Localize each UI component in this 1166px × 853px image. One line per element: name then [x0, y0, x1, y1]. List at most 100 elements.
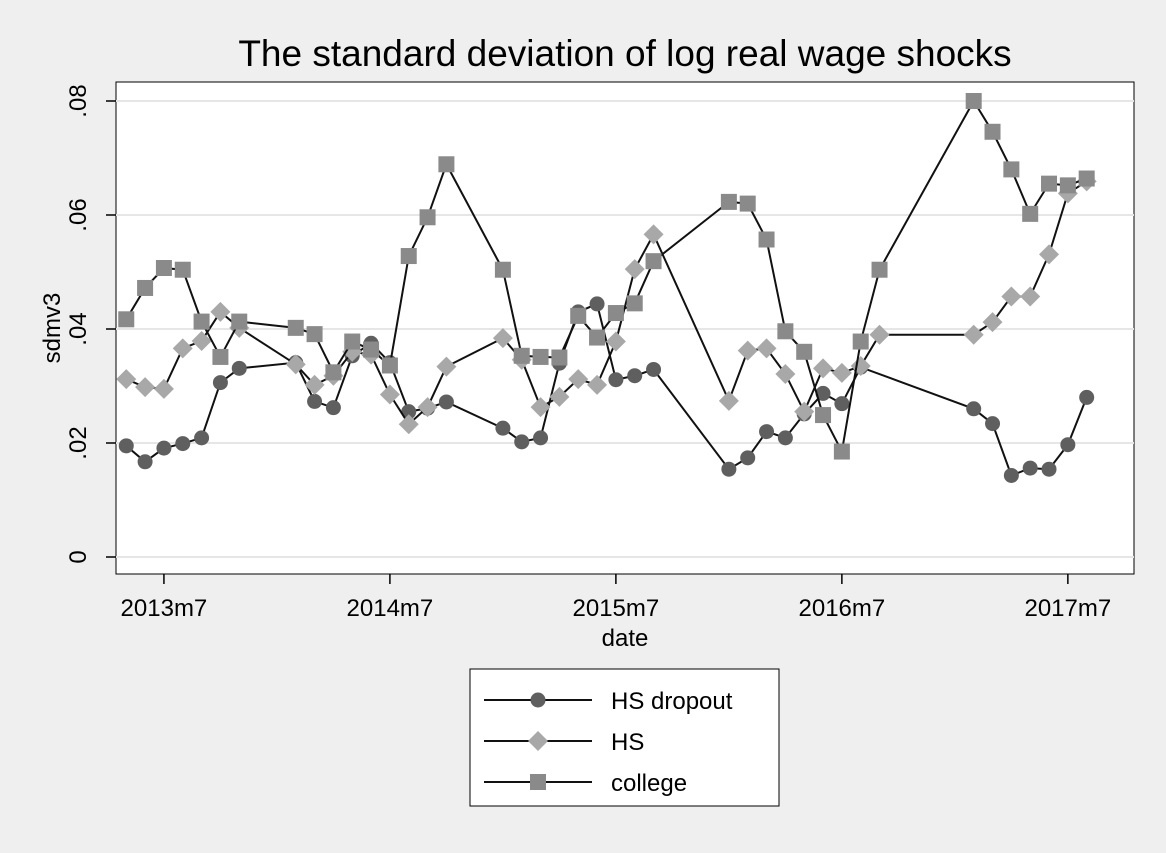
y-tick-label: .06: [65, 198, 92, 231]
data-point: [513, 347, 530, 364]
data-point: [645, 253, 662, 270]
data-point: [984, 123, 1001, 140]
x-tick-label: 2015m7: [573, 595, 660, 622]
data-point: [304, 374, 325, 395]
legend-box: [469, 668, 780, 807]
data-point: [965, 93, 982, 109]
data-point: [231, 360, 247, 376]
series-college: [118, 93, 1095, 460]
legend: HS dropout HS college: [469, 668, 780, 807]
legend-item-hs: HS: [484, 729, 644, 756]
data-point: [608, 372, 624, 388]
data-point: [1078, 170, 1095, 187]
data-point: [1060, 437, 1076, 453]
data-point: [1001, 286, 1022, 307]
data-point: [759, 424, 775, 440]
data-point: [813, 358, 834, 379]
y-tick-label: .02: [65, 426, 92, 459]
x-tick-label: 2014m7: [347, 595, 434, 622]
gridlines: [116, 100, 1134, 558]
data-point: [852, 333, 869, 350]
data-point: [155, 260, 172, 277]
data-point: [438, 156, 455, 173]
data-point: [118, 438, 134, 454]
data-point: [982, 312, 1003, 333]
y-axis-title: sdmv3: [39, 293, 66, 364]
data-point: [646, 361, 662, 377]
legend-marker: [528, 731, 548, 751]
data-point: [325, 400, 341, 416]
data-point: [737, 340, 758, 361]
x-axis-title: date: [602, 625, 649, 652]
data-point: [153, 378, 174, 399]
data-point: [831, 362, 852, 383]
y-tick-label: .04: [65, 312, 92, 345]
data-point: [605, 331, 626, 352]
data-point: [815, 407, 832, 424]
axes: 0 .02 .04 .06 .08 2013m7 2014m7 2015m7 2016m7 201…: [65, 84, 1111, 622]
data-point: [210, 301, 231, 322]
legend-item-hs-dropout: HS dropout: [484, 688, 733, 715]
legend-marker: [530, 692, 546, 708]
data-point: [492, 328, 513, 349]
data-point: [794, 401, 815, 422]
data-point: [118, 311, 135, 328]
data-point: [174, 261, 191, 278]
data-point: [495, 420, 511, 436]
data-point: [363, 341, 380, 358]
legend-label: HS: [611, 729, 644, 756]
legend-marker: [530, 774, 546, 790]
data-point: [1041, 461, 1057, 477]
data-point: [570, 307, 587, 324]
x-tick-label: 2016m7: [799, 595, 886, 622]
data-point: [287, 319, 304, 336]
data-point: [193, 313, 210, 330]
data-point: [325, 364, 342, 381]
data-point: [869, 324, 890, 345]
data-point: [307, 393, 323, 409]
data-point: [231, 313, 248, 330]
data-point: [871, 261, 888, 278]
data-point: [758, 231, 775, 248]
data-point: [626, 295, 643, 312]
legend-item-college: college: [484, 770, 687, 797]
data-point: [815, 385, 831, 401]
data-point: [1039, 244, 1060, 265]
data-point: [419, 209, 436, 226]
data-point: [589, 329, 606, 346]
data-point: [1022, 205, 1039, 222]
data-point: [436, 356, 457, 377]
chart-title: The standard deviation of log real wage …: [238, 33, 1011, 74]
data-point: [194, 430, 210, 446]
data-point: [568, 369, 589, 390]
data-point: [514, 434, 530, 450]
series: [116, 93, 1097, 483]
data-point: [777, 323, 794, 340]
data-point: [587, 374, 608, 395]
data-point: [963, 324, 984, 345]
y-tick-label: .08: [65, 84, 92, 117]
data-point: [398, 414, 419, 435]
x-tick-label: 2017m7: [1024, 595, 1111, 622]
data-point: [589, 296, 605, 312]
data-point: [607, 305, 624, 322]
data-point: [175, 436, 191, 452]
data-point: [777, 430, 793, 446]
data-point: [156, 440, 172, 456]
legend-label: HS dropout: [611, 688, 733, 715]
x-tick-label: 2013m7: [121, 595, 208, 622]
data-point: [401, 404, 417, 420]
data-point: [135, 377, 156, 398]
data-point: [1003, 467, 1019, 483]
data-point: [1079, 389, 1095, 405]
data-point: [285, 354, 306, 375]
data-point: [344, 333, 361, 350]
data-point: [740, 450, 756, 466]
data-point: [1003, 161, 1020, 178]
data-point: [643, 224, 664, 245]
data-point: [756, 338, 777, 359]
data-point: [549, 386, 570, 407]
data-point: [1041, 175, 1058, 192]
data-point: [834, 396, 850, 412]
